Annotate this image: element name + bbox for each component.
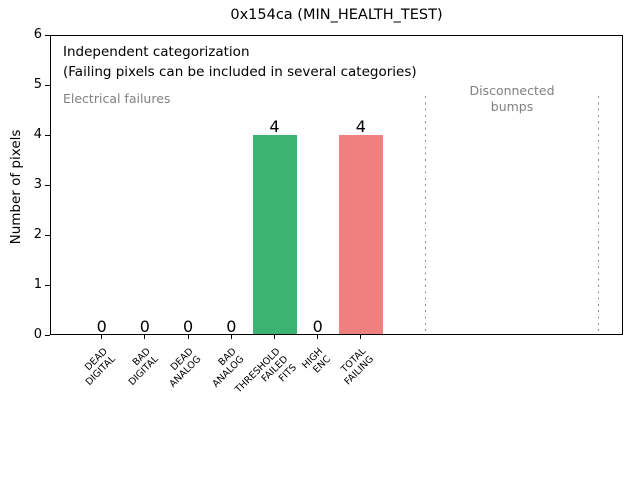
x-tick-mark xyxy=(230,335,232,339)
y-tick-label: 2 xyxy=(33,227,42,242)
x-tick-mark xyxy=(274,335,275,339)
y-tick-label: 5 xyxy=(33,77,42,92)
bar-value-label: 0 xyxy=(312,317,323,336)
separator-dotted-line xyxy=(424,96,427,335)
y-tick-mark xyxy=(45,334,50,336)
y-tick-label: 6 xyxy=(33,27,42,42)
bar xyxy=(338,135,383,334)
chart-title: 0x154ca (MIN_HEALTH_TEST) xyxy=(230,7,443,23)
x-tick-mark xyxy=(101,335,103,339)
x-tick-label: DEAD ANALOG xyxy=(167,346,204,391)
bar-value-label: 0 xyxy=(226,317,237,336)
x-tick-label: BAD DIGITAL xyxy=(126,346,161,389)
y-tick-label: 4 xyxy=(33,127,42,142)
bar-value-label: 0 xyxy=(139,317,150,336)
plot-area xyxy=(50,35,623,335)
x-tick-mark xyxy=(360,335,362,339)
y-tick-mark xyxy=(45,84,50,86)
y-tick-mark xyxy=(45,284,50,286)
y-tick-label: 0 xyxy=(33,327,42,342)
disconnected-bumps-label: Disconnected bumps xyxy=(469,83,555,115)
separator-dotted-line xyxy=(597,96,600,335)
y-tick-mark xyxy=(45,234,50,236)
bar-value-label: 4 xyxy=(355,117,366,136)
annotation-text: Independent categorization (Failing pixe… xyxy=(63,44,417,80)
y-tick-label: 1 xyxy=(33,277,42,292)
bar-value-label: 4 xyxy=(269,117,280,136)
x-tick-mark xyxy=(187,335,189,339)
x-tick-label: THRESHOLD FAILED FITS xyxy=(232,346,299,396)
bar-value-label: 0 xyxy=(183,317,194,336)
y-tick-mark xyxy=(45,34,50,36)
x-tick-mark xyxy=(144,335,146,339)
x-tick-label: TOTAL FAILING xyxy=(339,346,377,388)
y-tick-mark xyxy=(45,184,50,186)
electrical-failures-label: Electrical failures xyxy=(63,91,171,106)
bar-value-label: 0 xyxy=(96,317,107,336)
bar xyxy=(252,135,297,334)
y-tick-label: 3 xyxy=(33,177,42,192)
x-tick-label: HIGH ENC xyxy=(300,346,334,376)
y-tick-mark xyxy=(45,134,50,136)
x-tick-mark xyxy=(317,335,319,339)
x-tick-label: DEAD DIGITAL xyxy=(82,346,118,389)
